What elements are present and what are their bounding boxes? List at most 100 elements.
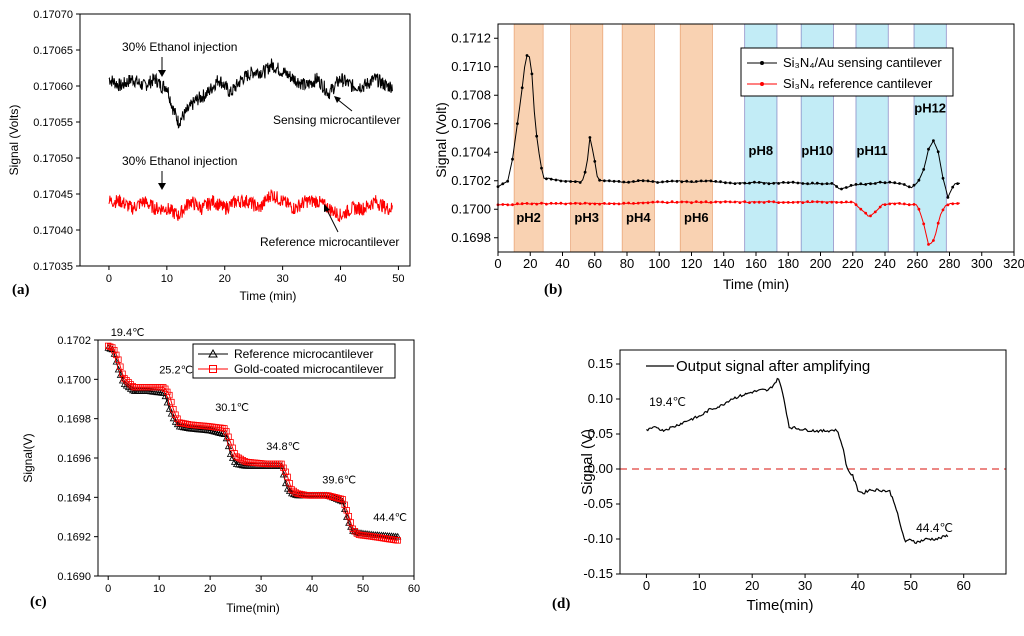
- series-point: [748, 201, 751, 205]
- series-point: [772, 200, 776, 204]
- series-marker-square: [115, 356, 122, 363]
- panel-a-plot-frame: [79, 13, 411, 267]
- series-point: [545, 202, 548, 206]
- series-point: [820, 200, 824, 204]
- series-point: [593, 160, 597, 163]
- temperature-label: 39.6℃: [322, 475, 356, 487]
- y-tick-label: -0.15: [583, 566, 613, 581]
- series-point: [506, 203, 510, 207]
- series-point: [859, 207, 863, 211]
- panel-a-arrowhead-sensing: [334, 96, 341, 103]
- panel-a-label: (a): [12, 282, 30, 298]
- series-point: [578, 181, 582, 184]
- series-point: [835, 201, 838, 204]
- x-tick-label: 180: [777, 256, 799, 271]
- series-point: [757, 200, 761, 204]
- panel-a-annotation-sensing: Sensing microcantilever: [273, 113, 400, 127]
- series-point: [777, 182, 780, 185]
- series-point: [806, 200, 809, 204]
- series-point: [815, 200, 819, 204]
- series-marker-square: [119, 370, 126, 377]
- series-marker-square: [278, 460, 285, 468]
- ph-band-label-ph3: pH3: [574, 210, 599, 225]
- series-point: [873, 210, 877, 214]
- series-point: [520, 202, 524, 206]
- series-point: [646, 201, 650, 205]
- series-point: [733, 182, 737, 186]
- y-tick-label: 0.10: [588, 391, 613, 406]
- series-marker-triangle: [222, 434, 231, 442]
- series-point: [559, 201, 563, 205]
- series-marker-square: [331, 493, 338, 501]
- series-point: [898, 182, 901, 185]
- series-point: [632, 180, 635, 183]
- series-point: [786, 181, 790, 185]
- series-marker-square: [325, 492, 332, 499]
- series-point: [864, 211, 868, 215]
- series-point: [617, 202, 621, 206]
- series-point: [641, 201, 645, 205]
- series-point: [782, 181, 785, 184]
- series-point: [743, 181, 747, 185]
- panel-c-legend-label-reference: Reference microcantilever: [234, 347, 373, 361]
- x-tick-label: 10: [153, 583, 165, 595]
- x-tick-label: 240: [874, 256, 896, 271]
- series-point: [733, 200, 737, 204]
- y-tick-label: 0.1698: [57, 414, 91, 426]
- series-point: [932, 139, 935, 143]
- series-point: [636, 179, 640, 183]
- series-point: [680, 180, 684, 184]
- series-point: [738, 201, 742, 205]
- series-point: [699, 200, 703, 204]
- series-marker-square: [345, 513, 352, 520]
- series-marker-square: [282, 468, 289, 475]
- series-point: [767, 200, 771, 204]
- series-point: [709, 201, 713, 204]
- series-point: [675, 179, 679, 183]
- series-point: [612, 179, 616, 183]
- series-point: [811, 200, 814, 204]
- y-tick-label: 0.17070: [33, 9, 73, 21]
- series-point: [801, 201, 805, 205]
- panel-d-temperature-labels: 19.4℃ 44.4℃: [649, 395, 953, 535]
- series-point: [849, 200, 853, 204]
- temperature-label: 25.2℃: [159, 364, 193, 376]
- series-marker-square: [125, 379, 132, 386]
- panel-b-ph-labels: pH2 pH3 pH4 pH6 pH8 pH10 pH11 pH12: [516, 100, 946, 225]
- panel-c-legend: Reference microcantilever Gold-coated mi…: [192, 343, 396, 379]
- series-point: [646, 179, 650, 183]
- series-point: [588, 202, 592, 206]
- series-marker-square: [172, 411, 179, 418]
- series-point: [743, 200, 747, 204]
- series-point: [540, 201, 543, 205]
- series-point: [912, 183, 916, 187]
- ph-band-ph6: [679, 23, 713, 253]
- series-point: [511, 203, 514, 207]
- series-point: [844, 200, 848, 204]
- series-point: [835, 185, 838, 188]
- x-tick-label: 0: [494, 256, 501, 271]
- series-point: [574, 180, 577, 184]
- y-tick-label: 0.1710: [451, 59, 491, 74]
- series-line-sensing-microcantilever: [108, 58, 393, 129]
- series-point: [830, 200, 834, 204]
- series-marker-square: [159, 383, 167, 391]
- series-point: [917, 207, 921, 211]
- series-point: [583, 201, 587, 205]
- series-point: [714, 180, 718, 183]
- series-point: [694, 200, 698, 204]
- x-tick-label: 40: [334, 273, 346, 285]
- series-point: [685, 200, 689, 204]
- series-point: [578, 202, 582, 206]
- series-point: [617, 180, 621, 183]
- series-point: [627, 180, 630, 184]
- series-point: [854, 183, 858, 186]
- series-point: [709, 179, 713, 183]
- panel-b-legend: Si₃N₄/Au sensing cantilever Si₃N₄ refere…: [740, 47, 954, 97]
- series-point: [922, 168, 926, 171]
- series-marker-triangle: [216, 429, 224, 436]
- series-marker-square: [123, 377, 130, 384]
- series-marker-square: [174, 415, 181, 422]
- panel-b-legend-label-reference: Si₃N₄ reference cantilever: [783, 76, 933, 91]
